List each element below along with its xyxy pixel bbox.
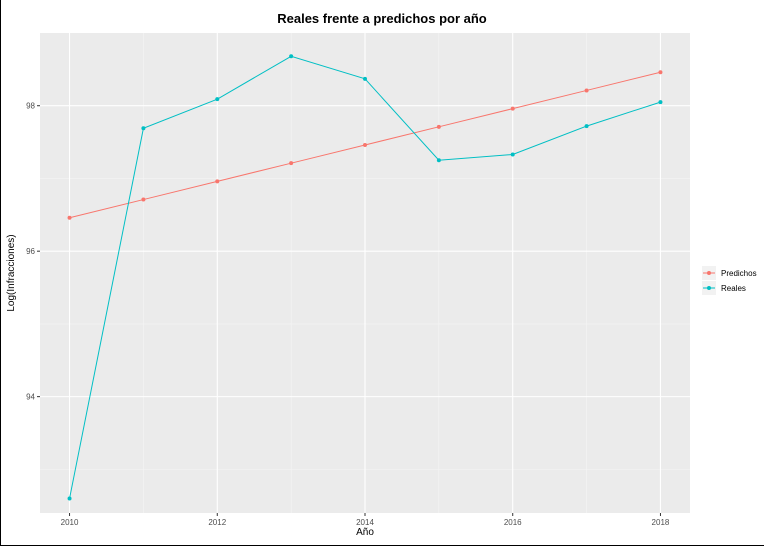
y-tick-label: 98 xyxy=(26,102,35,111)
legend-label-predichos: Predichos xyxy=(721,269,757,278)
point-predichos xyxy=(658,70,663,75)
point-reales xyxy=(363,76,367,81)
x-tick-label: 2010 xyxy=(61,518,79,527)
y-tick-label: 96 xyxy=(26,247,35,256)
point-reales xyxy=(510,152,515,157)
point-reales xyxy=(215,97,220,102)
legend: Predichos Reales xyxy=(702,266,757,295)
point-reales xyxy=(658,100,663,105)
point-predichos xyxy=(510,106,515,111)
x-axis-label: Año xyxy=(356,527,374,538)
point-predichos xyxy=(584,88,589,93)
point-predichos xyxy=(215,179,220,184)
x-tick-label: 2012 xyxy=(208,518,226,527)
point-predichos xyxy=(363,143,367,147)
legend-label-reales: Reales xyxy=(721,284,746,293)
point-predichos xyxy=(141,197,146,202)
point-reales xyxy=(436,158,441,163)
x-tick-label: 2014 xyxy=(356,518,374,527)
x-tick-label: 2018 xyxy=(652,518,670,527)
point-reales xyxy=(67,496,72,501)
point-predichos xyxy=(289,161,294,166)
y-tick-label: 94 xyxy=(26,393,35,402)
point-reales xyxy=(141,126,146,131)
legend-point-reales xyxy=(707,286,711,290)
grid-major xyxy=(40,33,690,513)
y-axis-label: Log(Infracciones) xyxy=(6,234,17,311)
x-tick-label: 2016 xyxy=(504,518,522,527)
legend-point-predichos xyxy=(707,271,711,275)
axis-ticks: 2010 2012 2014 2016 2018 94 96 98 xyxy=(26,102,670,527)
point-predichos xyxy=(67,215,72,220)
chart-title: Reales frente a predichos por año xyxy=(277,11,487,26)
point-reales xyxy=(584,124,589,129)
point-predichos xyxy=(436,124,441,129)
point-reales xyxy=(289,54,294,59)
series-layer xyxy=(67,54,663,501)
